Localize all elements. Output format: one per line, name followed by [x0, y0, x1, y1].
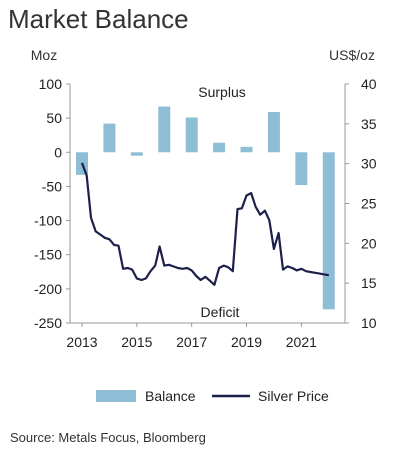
right-tick-label: 40 [361, 76, 377, 92]
x-tick-label: 2019 [231, 334, 262, 350]
legend-balance-swatch [96, 390, 136, 402]
balance-bar [185, 117, 198, 153]
x-tick-label: 2017 [176, 334, 207, 350]
legend-price-label: Silver Price [258, 388, 329, 404]
x-tick-label: 2021 [286, 334, 317, 350]
chart-title: Market Balance [8, 4, 189, 34]
right-tick-label: 15 [361, 275, 377, 291]
left-tick-label: -200 [34, 281, 62, 297]
left-axis-unit: Moz [31, 47, 57, 63]
axes: 100500-50-100-150-200-250403530252015102… [34, 76, 377, 350]
balance-bars [76, 106, 335, 310]
legend: Balance Silver Price [96, 388, 329, 404]
balance-bar [295, 152, 308, 186]
right-tick-label: 10 [361, 315, 377, 331]
balance-bar [103, 123, 116, 153]
left-tick-label: -50 [42, 178, 62, 194]
deficit-annotation: Deficit [201, 304, 240, 320]
left-tick-label: 100 [39, 76, 63, 92]
balance-bar [158, 106, 171, 153]
balance-bar [267, 111, 280, 153]
balance-bar [130, 152, 143, 156]
right-tick-label: 30 [361, 156, 377, 172]
x-tick-label: 2013 [66, 334, 97, 350]
right-tick-label: 25 [361, 196, 377, 212]
right-axis-unit: US$/oz [329, 47, 375, 63]
source-note: Source: Metals Focus, Bloomberg [10, 430, 206, 445]
left-tick-label: -100 [34, 213, 62, 229]
balance-bar [213, 142, 226, 153]
left-tick-label: 0 [54, 144, 62, 160]
balance-bar [240, 146, 253, 153]
left-tick-label: -250 [34, 315, 62, 331]
silver-price-line [80, 162, 329, 286]
left-tick-label: 50 [46, 110, 62, 126]
balance-bar [322, 152, 335, 310]
surplus-annotation: Surplus [198, 84, 245, 100]
left-tick-label: -150 [34, 247, 62, 263]
right-tick-label: 35 [361, 116, 377, 132]
x-tick-label: 2015 [121, 334, 152, 350]
chart: Moz US$/oz 100 50 0 -50 -100 -150 -200 -250 40 35… [31, 47, 377, 404]
legend-balance-label: Balance [145, 388, 196, 404]
right-tick-label: 20 [361, 235, 377, 251]
